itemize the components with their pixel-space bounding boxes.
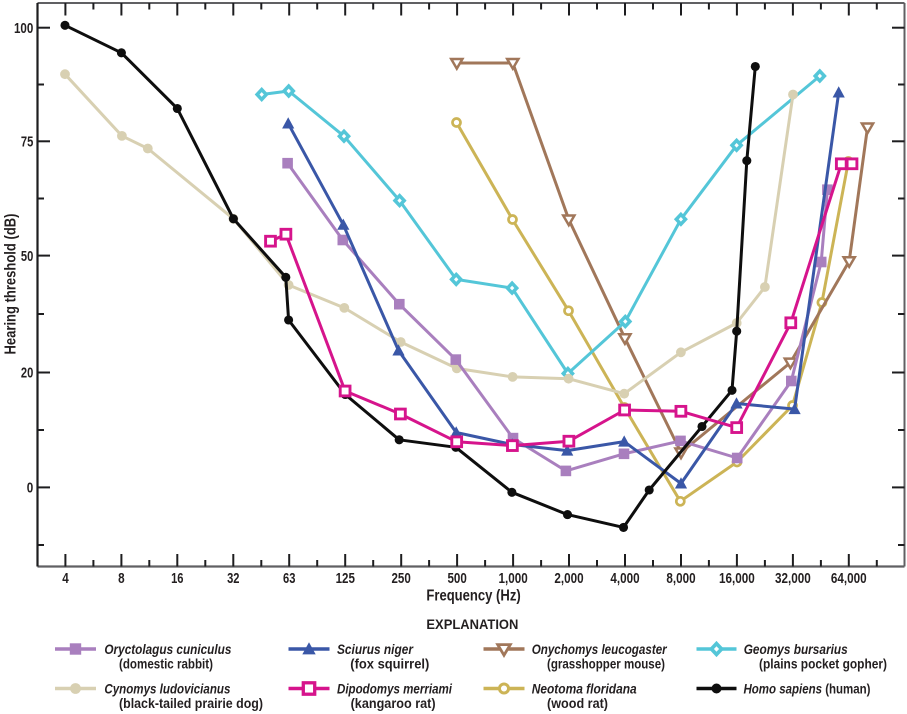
svg-text:16: 16 [171, 570, 183, 587]
svg-text:(fox squirrel): (fox squirrel) [350, 657, 429, 672]
svg-text:8,000: 8,000 [666, 570, 695, 587]
svg-text:32,000: 32,000 [775, 570, 811, 587]
svg-text:4: 4 [62, 570, 69, 587]
svg-text:Cynomys ludovicianus: Cynomys ludovicianus [104, 681, 230, 696]
svg-text:250: 250 [392, 570, 411, 587]
svg-text:(kangaroo rat): (kangaroo rat) [351, 696, 436, 711]
svg-text:Neotoma floridana: Neotoma floridana [532, 681, 637, 696]
svg-text:50: 50 [21, 248, 33, 265]
svg-text:16,000: 16,000 [719, 570, 755, 587]
svg-text:63: 63 [283, 570, 295, 587]
svg-text:(grasshopper mouse): (grasshopper mouse) [547, 657, 665, 672]
svg-text:(plains pocket gopher): (plains pocket gopher) [759, 657, 887, 672]
svg-text:Hearing threshold (dB): Hearing threshold (dB) [3, 214, 20, 355]
svg-text:100: 100 [14, 20, 33, 37]
svg-text:4,000: 4,000 [610, 570, 639, 587]
svg-text:125: 125 [336, 570, 355, 587]
svg-text:(black-tailed prairie dog): (black-tailed prairie dog) [119, 696, 263, 711]
svg-text:0: 0 [27, 480, 34, 497]
svg-text:Homo sapiens (human): Homo sapiens (human) [744, 681, 871, 696]
svg-text:EXPLANATION: EXPLANATION [426, 616, 518, 632]
svg-text:(domestic rabbit): (domestic rabbit) [119, 657, 213, 672]
svg-text:(wood rat): (wood rat) [547, 696, 608, 711]
svg-text:Frequency (Hz): Frequency (Hz) [426, 588, 520, 605]
svg-text:Onychomys leucogaster: Onychomys leucogaster [532, 642, 668, 657]
svg-text:8: 8 [118, 570, 125, 587]
svg-text:75: 75 [21, 134, 33, 151]
svg-text:Sciurus niger: Sciurus niger [337, 642, 414, 657]
svg-text:Geomys bursarius: Geomys bursarius [744, 642, 848, 657]
svg-text:Dipodomys merriami: Dipodomys merriami [337, 681, 452, 696]
svg-text:500: 500 [448, 570, 467, 587]
svg-text:1,000: 1,000 [499, 570, 528, 587]
svg-text:Oryctolagus cuniculus: Oryctolagus cuniculus [104, 642, 231, 657]
svg-text:32: 32 [227, 570, 239, 587]
svg-text:2,000: 2,000 [554, 570, 583, 587]
svg-text:64,000: 64,000 [831, 570, 867, 587]
svg-text:20: 20 [21, 365, 33, 382]
